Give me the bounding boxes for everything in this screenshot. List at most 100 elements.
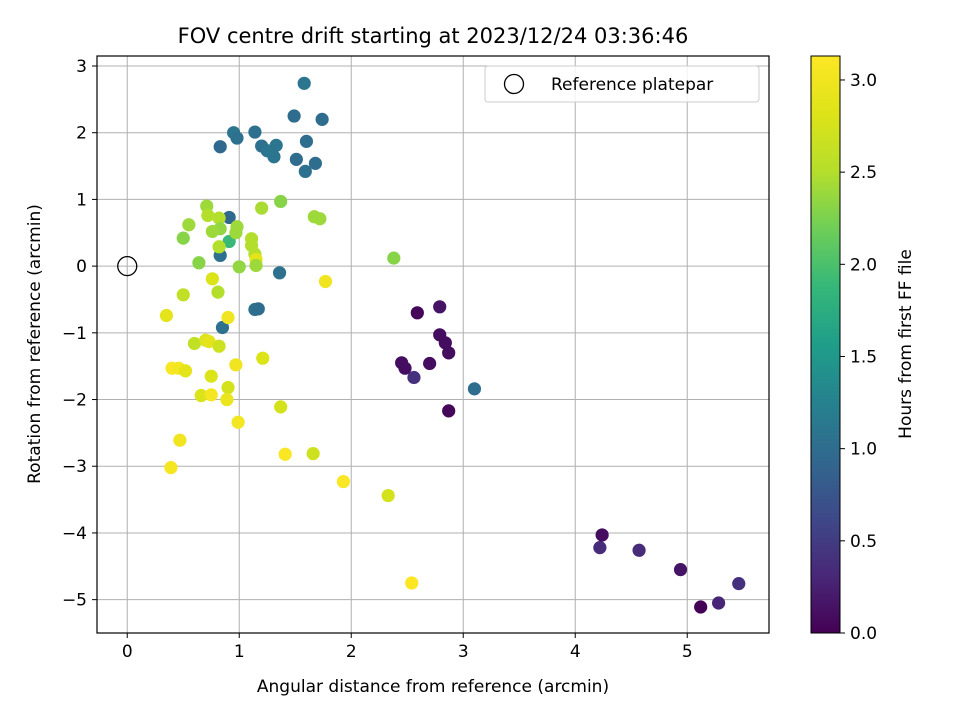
- data-point: [256, 351, 270, 365]
- y-tick-label: −5: [62, 591, 87, 611]
- data-point: [732, 577, 746, 591]
- data-point: [212, 240, 226, 254]
- y-tick-label: 0: [76, 257, 87, 277]
- data-point: [407, 370, 421, 385]
- data-point: [173, 433, 187, 447]
- data-point: [211, 285, 225, 299]
- colorbar-tick-label: 3.0: [850, 71, 877, 91]
- y-tick-label: −2: [62, 391, 87, 411]
- data-point: [255, 201, 269, 215]
- data-point: [410, 306, 424, 320]
- data-point: [201, 208, 215, 223]
- colorbar-label: Hours from first FF file: [896, 249, 916, 439]
- colorbar-ticks: 0.0 0.5 1.0 1.5 2.0 2.5 3.0: [840, 71, 877, 644]
- reference-marker: [117, 255, 138, 277]
- data-point: [176, 231, 190, 245]
- colorbar-tick-label: 2.0: [850, 255, 877, 275]
- data-point: [229, 226, 243, 240]
- legend-entry-reference: Reference platepar: [551, 75, 713, 95]
- data-point: [306, 446, 320, 461]
- data-point: [278, 447, 292, 461]
- data-point: [467, 382, 482, 396]
- data-point: [231, 415, 245, 429]
- data-point: [381, 488, 395, 503]
- data-point: [442, 404, 456, 418]
- colorbar-tick-label: 1.0: [850, 440, 877, 460]
- data-point: [192, 256, 206, 270]
- data-point: [308, 156, 322, 170]
- data-point: [267, 150, 281, 164]
- data-point: [289, 152, 303, 166]
- data-point: [176, 288, 190, 302]
- data-point: [315, 112, 329, 126]
- legend-box: [484, 65, 760, 103]
- data-point: [632, 543, 646, 557]
- y-axis-ticks: −5 −4 −3 −2 −1 0 1 2 3: [62, 57, 97, 611]
- data-point: [220, 392, 234, 407]
- legend-marker-icon: [503, 73, 525, 95]
- data-point: [405, 576, 419, 590]
- data-point: [712, 596, 726, 610]
- data-point: [194, 388, 208, 403]
- data-point: [221, 380, 235, 395]
- chart-title: FOV centre drift starting at 2023/12/24 …: [178, 24, 689, 48]
- data-point: [287, 109, 301, 123]
- data-point: [272, 266, 287, 280]
- data-point: [274, 400, 288, 414]
- data-point: [212, 339, 226, 353]
- y-axis-label: Rotation from reference (arcmin): [25, 204, 45, 484]
- data-point: [248, 125, 262, 139]
- plot-frame: [96, 55, 770, 634]
- data-point: [433, 328, 447, 342]
- data-point: [205, 224, 219, 239]
- data-point: [230, 131, 244, 145]
- data-point: [187, 336, 202, 351]
- data-point: [433, 300, 447, 314]
- y-tick-label: −3: [62, 457, 87, 477]
- data-point: [232, 260, 246, 274]
- y-tick-label: 1: [76, 190, 87, 210]
- grid-lines: [97, 56, 769, 633]
- colorbar: [810, 55, 841, 634]
- data-point: [318, 274, 333, 289]
- data-point: [178, 364, 193, 378]
- x-tick-label: 4: [570, 642, 581, 662]
- data-point: [694, 600, 708, 614]
- y-tick-label: −4: [62, 524, 87, 544]
- y-tick-label: 2: [76, 124, 87, 144]
- x-tick-label: 3: [458, 642, 469, 662]
- colorbar-tick-label: 1.5: [850, 347, 877, 367]
- y-tick-label: −1: [62, 324, 87, 344]
- data-point: [204, 369, 218, 383]
- x-tick-label: 0: [122, 642, 133, 662]
- data-point: [202, 334, 216, 349]
- legend: Reference platepar: [484, 65, 760, 103]
- data-point: [222, 210, 236, 225]
- x-tick-label: 1: [234, 642, 245, 662]
- data-point: [229, 358, 243, 372]
- data-point: [387, 251, 401, 265]
- data-point: [423, 356, 437, 371]
- data-point: [395, 356, 409, 370]
- x-axis-ticks: 0 1 2 3 4 5: [122, 633, 693, 662]
- x-axis-label: Angular distance from reference (arcmin): [257, 677, 609, 697]
- data-point: [221, 310, 235, 325]
- data-point: [274, 194, 288, 209]
- data-point: [212, 211, 226, 225]
- colorbar-tick-label: 2.5: [850, 163, 877, 183]
- data-point: [336, 474, 350, 489]
- data-point: [204, 388, 218, 402]
- colorbar-tick-label: 0.0: [850, 624, 877, 644]
- data-point: [299, 134, 314, 148]
- data-points: [159, 76, 746, 614]
- data-point: [205, 272, 219, 286]
- data-point: [159, 308, 174, 323]
- data-point: [593, 541, 607, 555]
- colorbar-tick-label: 0.5: [850, 532, 877, 552]
- data-point: [213, 140, 227, 154]
- data-point: [595, 528, 609, 542]
- data-point: [313, 212, 327, 226]
- y-tick-label: 3: [76, 57, 87, 77]
